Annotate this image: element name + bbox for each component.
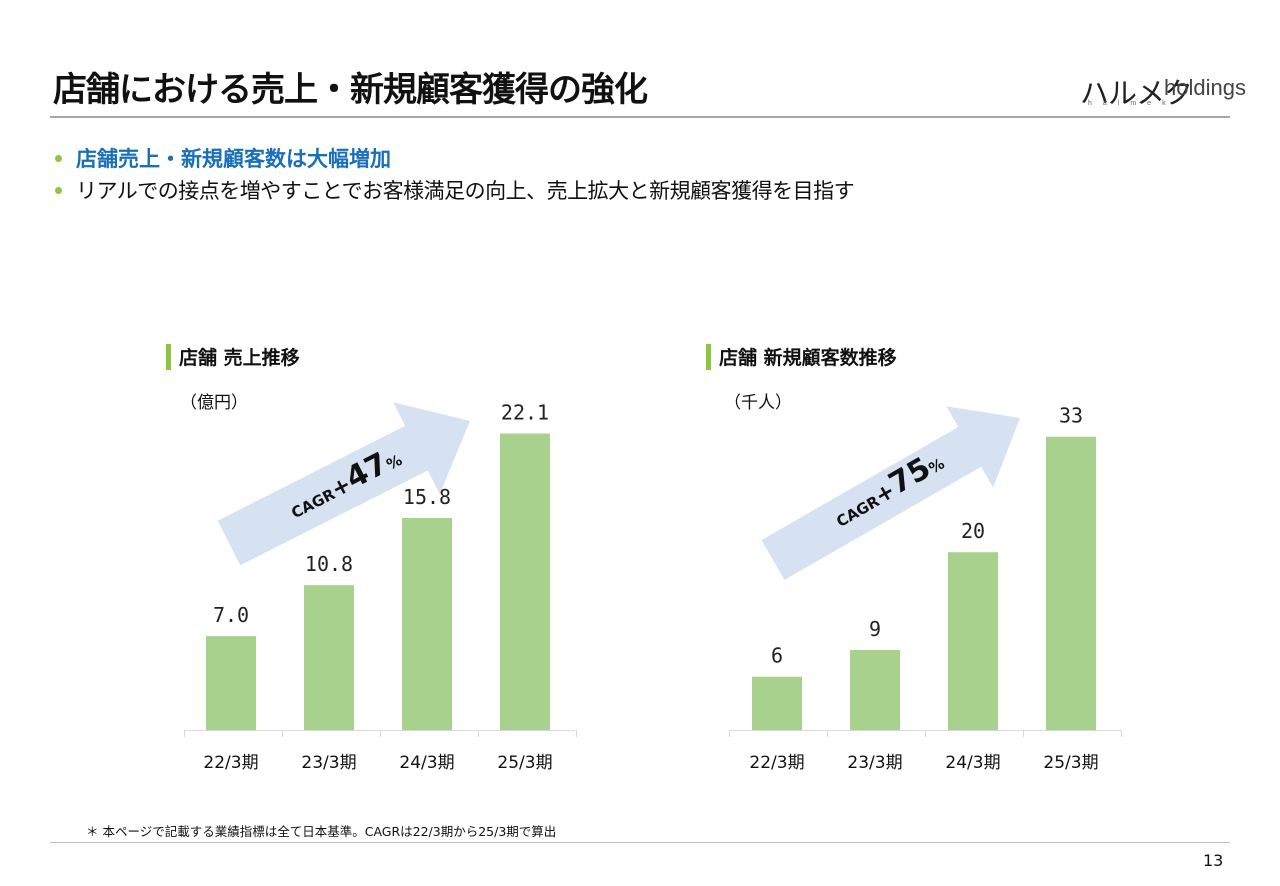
page-number: 13: [1203, 851, 1224, 870]
footnote: ＊ 本ページで記載する業績指標は全て日本基準。CAGRは22/3期から25/3期…: [86, 824, 557, 839]
unit-label-sales: （億円）: [180, 393, 248, 413]
unit-label-customers: （千人）: [724, 393, 792, 413]
chart-title-marker: [166, 343, 171, 370]
category-label: 22/3期: [203, 753, 258, 773]
bar: [850, 650, 900, 730]
data-label: 33: [1059, 404, 1083, 428]
logo-sub-text: halmek: [1088, 100, 1177, 107]
category-label: 25/3期: [497, 753, 552, 773]
category-label: 23/3期: [847, 753, 902, 773]
page-title: 店舗における売上・新規顧客獲得の強化: [53, 70, 648, 110]
chart-title-customers: 店舗 新規顧客数推移: [706, 343, 897, 370]
growth-arrow: [761, 406, 1020, 580]
logo-jp-text: ハルメク: [1080, 76, 1193, 110]
data-label: 7.0: [213, 603, 249, 627]
chart-title-text: 店舗 売上推移: [179, 347, 300, 369]
bullet-item: 店舗売上・新規顧客数は大幅増加: [55, 142, 854, 174]
data-label: 10.8: [305, 552, 353, 576]
category-label: 24/3期: [399, 753, 454, 773]
category-label: 23/3期: [301, 753, 356, 773]
category-label: 22/3期: [749, 753, 804, 773]
bar: [206, 636, 256, 730]
bullet-text: リアルでの接点を増やすことでお客様満足の向上、売上拡大と新規顧客獲得を目指す: [76, 179, 855, 203]
title-divider: [50, 116, 1230, 118]
bar: [1046, 436, 1096, 730]
data-label: 22.1: [501, 401, 549, 425]
footer-divider: [50, 842, 1230, 843]
bullet-dot-icon: [55, 154, 62, 162]
category-label: 24/3期: [945, 753, 1000, 773]
logo-en-text: holdings: [1164, 75, 1246, 100]
chart-title-marker: [706, 343, 711, 370]
bar: [948, 552, 998, 730]
data-label: 20: [961, 519, 985, 543]
bullet-text: 店舗売上・新規顧客数は大幅増加: [76, 147, 391, 171]
bullet-item: リアルでの接点を増やすことでお客様満足の向上、売上拡大と新規顧客獲得を目指す: [55, 174, 855, 206]
bar: [402, 518, 452, 730]
chart-title-text: 店舗 新規顧客数推移: [719, 347, 897, 369]
bar: [500, 433, 550, 730]
company-logo: ハルメク holdings halmek: [1080, 70, 1260, 110]
sales-chart: CAGR+47%7.022/3期10.823/3期15.824/3期22.125…: [184, 401, 577, 773]
bar: [304, 585, 354, 730]
bar: [752, 676, 802, 730]
cagr-percent: %: [383, 451, 405, 474]
data-label: 9: [869, 617, 881, 641]
data-label: 15.8: [403, 485, 451, 509]
bullet-list: 店舗売上・新規顧客数は大幅増加 リアルでの接点を増やすことでお客様満足の向上、売…: [55, 142, 855, 206]
bullet-dot-icon: [55, 186, 62, 194]
category-label: 25/3期: [1043, 753, 1098, 773]
data-label: 6: [771, 644, 783, 668]
growth-arrow: [217, 402, 470, 566]
chart-title-sales: 店舗 売上推移: [166, 343, 300, 370]
